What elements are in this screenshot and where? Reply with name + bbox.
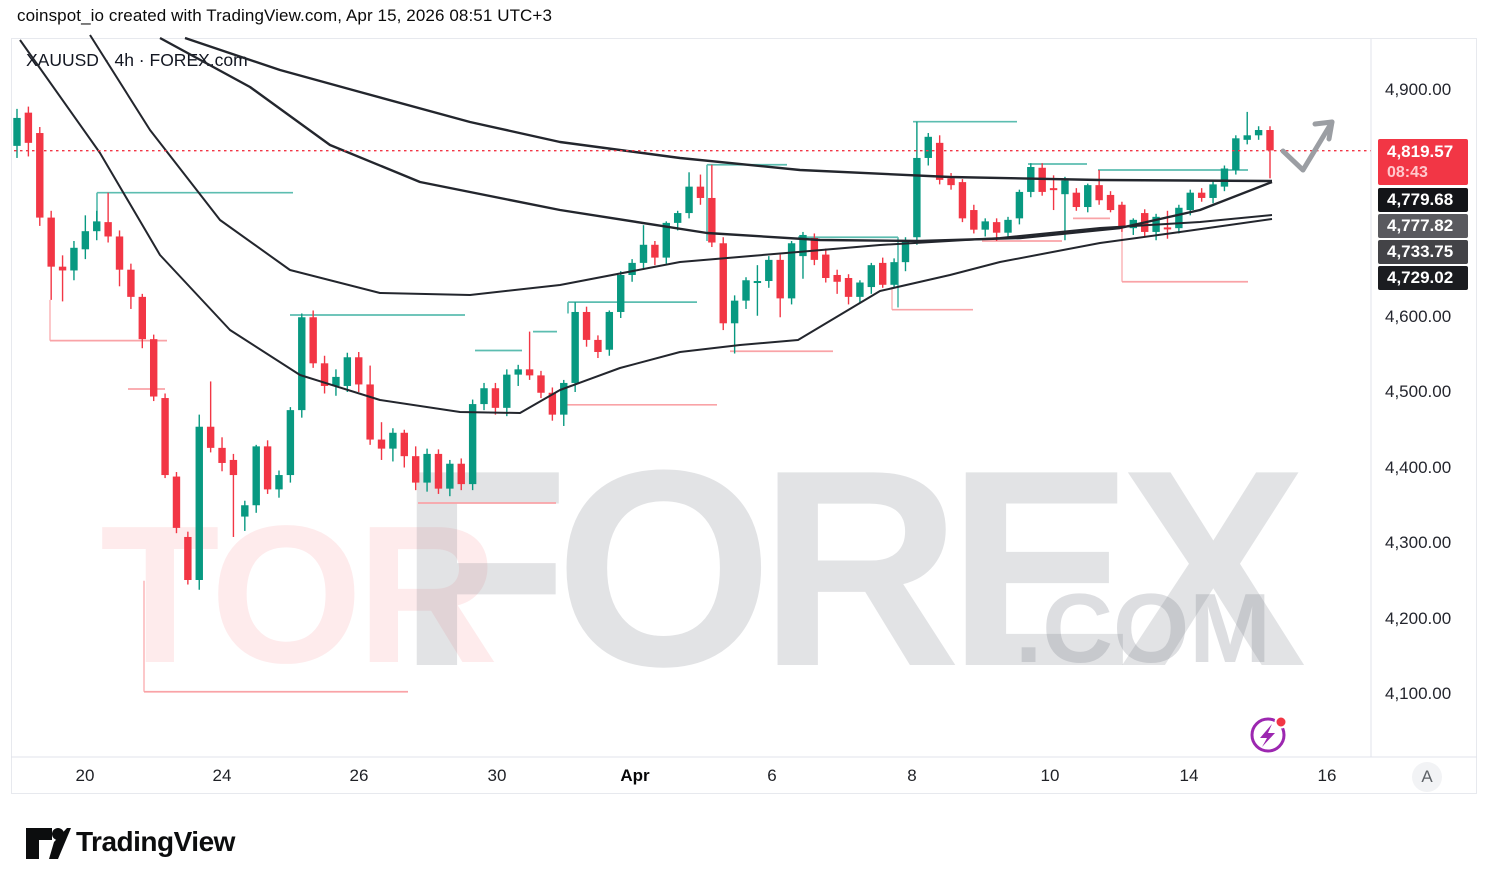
price-axis-label: 4,500.00 <box>1385 382 1452 401</box>
ma-value-badge: 4,779.68 <box>1378 188 1468 212</box>
ma-value-badge: 4,777.82 <box>1378 214 1468 238</box>
time-axis-label: 30 <box>487 766 507 785</box>
time-axis-label: 14 <box>1179 766 1199 785</box>
ma-value-badge: 4,729.02 <box>1378 266 1468 290</box>
time-axis-label: Apr <box>620 766 650 785</box>
last-price-badge: 4,819.57 08:43 <box>1378 138 1468 185</box>
time-axis-label: 16 <box>1317 766 1337 785</box>
time-axis-label: 10 <box>1040 766 1060 785</box>
time-axis-label: 26 <box>349 766 369 785</box>
last-price-value: 4,819.57 <box>1387 141 1454 161</box>
price-axis-label: 4,300.00 <box>1385 533 1452 552</box>
attribution-text: coinspot_io created with TradingView.com… <box>17 6 553 25</box>
bar-countdown: 08:43 <box>1387 163 1428 181</box>
time-axis-label: 24 <box>212 766 232 785</box>
price-axis-label: 4,600.00 <box>1385 306 1452 326</box>
price-axis-label: 4,200.00 <box>1385 608 1452 628</box>
time-axis-label: 20 <box>75 766 95 785</box>
tradingview-logo-icon[interactable] <box>25 826 71 862</box>
symbol-title: XAUUSD · 4h · FOREX.com <box>26 50 248 70</box>
tradingview-brand-text[interactable]: TradingView <box>76 826 235 857</box>
price-axis-label: 4,400.00 <box>1385 457 1452 477</box>
time-axis-label: 6 <box>767 766 777 785</box>
tradingview-attribution-badge[interactable]: A <box>1412 762 1442 792</box>
footer: TradingView <box>0 810 1491 887</box>
time-axis-label: 8 <box>907 766 917 785</box>
chart-container-border <box>11 38 1477 794</box>
ma-value-badge: 4,733.75 <box>1378 240 1468 264</box>
price-axis-label: 4,900.00 <box>1385 80 1452 99</box>
price-axis-label: 4,100.00 <box>1385 684 1452 703</box>
